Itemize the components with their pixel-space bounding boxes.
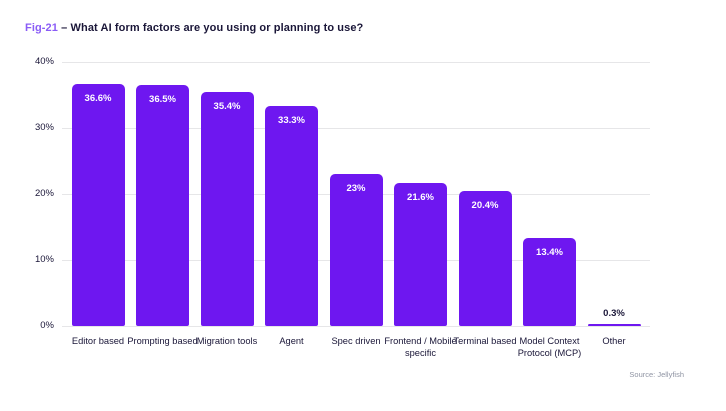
bar-value-label: 35.4% [213, 101, 241, 113]
bar-column: 23% Spec driven [327, 62, 385, 346]
bar-column: 21.6% Frontend / Mobile specific [384, 62, 457, 358]
bar: 23% [329, 174, 383, 326]
x-axis-label: Editor based [71, 336, 125, 346]
bar-column: 0.3% Other [585, 62, 643, 346]
source-attribution: Source: Jellyfish [629, 370, 684, 379]
bar: 21.6% [394, 183, 447, 326]
bar-value-label: 13.4% [536, 246, 563, 258]
figure-title: Fig-21 – What AI form factors are you us… [25, 22, 363, 34]
plot-area: 0% 10% 20% 30% 40% 36.6% Editor based 36.5% Prom… [35, 56, 650, 358]
bar-column: 36.5% Prompting based [127, 62, 198, 346]
bar-value-label: 0.3% [603, 307, 625, 319]
bar-value-label: 33.3% [278, 115, 305, 127]
bar: 13.4% [523, 237, 576, 326]
bar-value-label: 23% [346, 183, 366, 195]
y-axis-tick-label: 30% [34, 122, 54, 133]
x-axis-label: Prompting based [127, 336, 198, 346]
bar-column: 36.6% Editor based [69, 62, 127, 346]
y-axis-tick-label: 0% [40, 320, 54, 331]
bars-row: 36.6% Editor based 36.5% Prompting based 35.… [62, 62, 650, 358]
bar: 35.4% [200, 92, 254, 326]
x-axis-label: Spec driven [331, 336, 381, 346]
y-axis-tick-label: 10% [34, 254, 54, 265]
x-axis-label: Terminal based [453, 336, 517, 346]
figure-title-separator: – [61, 22, 68, 34]
bar-column: 13.4% Model Context Protocol (MCP) [518, 62, 581, 358]
bar-value-label: 20.4% [471, 200, 499, 212]
figure-title-text: What AI form factors are you using or pl… [70, 22, 364, 34]
gridline [62, 326, 650, 327]
bar-value-label: 36.6% [84, 93, 112, 105]
x-axis-label: Migration tools [196, 336, 258, 346]
bar: 0.3% [587, 308, 641, 326]
figure-number: Fig-21 [25, 22, 58, 34]
gridline [62, 128, 650, 129]
bar: 36.5% [136, 85, 189, 326]
bar-value-label: 36.5% [149, 94, 176, 106]
bar: 33.3% [265, 106, 318, 326]
bar-column: 35.4% Migration tools [197, 62, 257, 346]
bar-column: 20.4% Terminal based [453, 62, 517, 346]
x-axis-label: Other [602, 336, 626, 346]
bar-column: 33.3% Agent [263, 62, 321, 346]
bar: 36.6% [71, 84, 125, 326]
y-axis-tick-label: 20% [34, 188, 54, 199]
x-axis-label: Agent [279, 336, 304, 346]
x-axis-label: Model Context Protocol (MCP) [517, 336, 582, 359]
gridline [62, 62, 650, 63]
y-axis-tick-label: 40% [34, 56, 54, 67]
bar: 20.4% [458, 191, 512, 326]
bar-value-label: 21.6% [407, 192, 434, 204]
x-axis-label: Frontend / Mobile specific [384, 336, 457, 359]
